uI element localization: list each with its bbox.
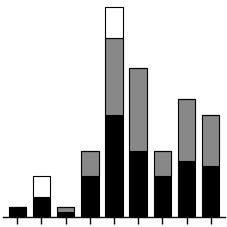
Bar <box>81 151 98 176</box>
Bar <box>105 115 122 217</box>
Bar <box>129 69 146 151</box>
Bar <box>177 100 194 161</box>
Bar <box>33 197 50 217</box>
Bar <box>9 207 26 217</box>
Bar <box>153 151 170 176</box>
Bar <box>57 212 74 217</box>
Bar <box>201 166 218 217</box>
Bar <box>177 161 194 217</box>
Bar <box>105 39 122 115</box>
Bar <box>105 8 122 39</box>
Bar <box>201 115 218 166</box>
Bar <box>153 176 170 217</box>
Bar <box>33 176 50 197</box>
Bar <box>81 176 98 217</box>
Bar <box>129 151 146 217</box>
Bar <box>57 207 74 212</box>
